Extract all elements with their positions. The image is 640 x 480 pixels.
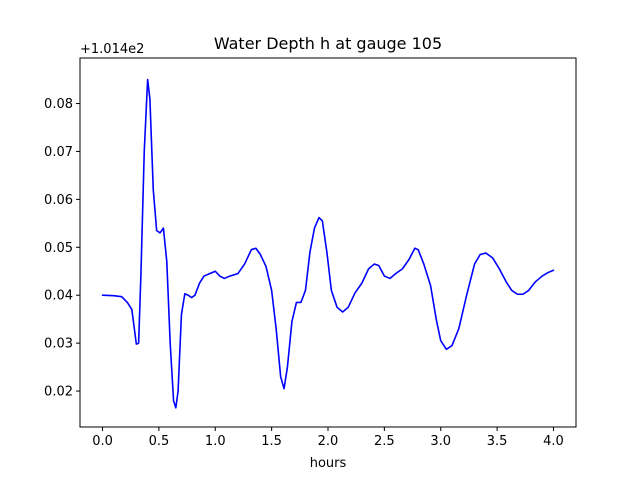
y-tick-label: 0.08	[44, 97, 73, 112]
x-tick-label: 0.5	[149, 434, 170, 449]
y-axis-offset-label: +1.014e2	[80, 42, 144, 57]
y-tick-label: 0.02	[44, 385, 73, 400]
series-line-0	[101, 78, 555, 409]
chart-title: Water Depth h at gauge 105	[214, 34, 442, 53]
y-tick-label: 0.07	[44, 145, 73, 160]
y-tick-label: 0.04	[44, 289, 73, 304]
x-tick-label: 3.5	[487, 434, 508, 449]
x-tick-label: 1.0	[205, 434, 226, 449]
y-tick-label: 0.05	[44, 241, 73, 256]
y-tick-label: 0.06	[44, 193, 73, 208]
x-tick-label: 1.5	[261, 434, 282, 449]
y-tick-label: 0.03	[44, 337, 73, 352]
x-tick-label: 2.5	[374, 434, 395, 449]
x-tick-label: 4.0	[543, 434, 564, 449]
x-tick-label: 3.0	[430, 434, 451, 449]
x-tick-label: 2.0	[318, 434, 339, 449]
x-axis-label: hours	[310, 456, 347, 471]
x-tick-label: 0.0	[92, 434, 113, 449]
plot-area: 0.0 0.5 1.0 1.5 2.0 2.5 3.0 3.5 4.0 0.02 0.03 0.04 0…	[44, 57, 577, 449]
